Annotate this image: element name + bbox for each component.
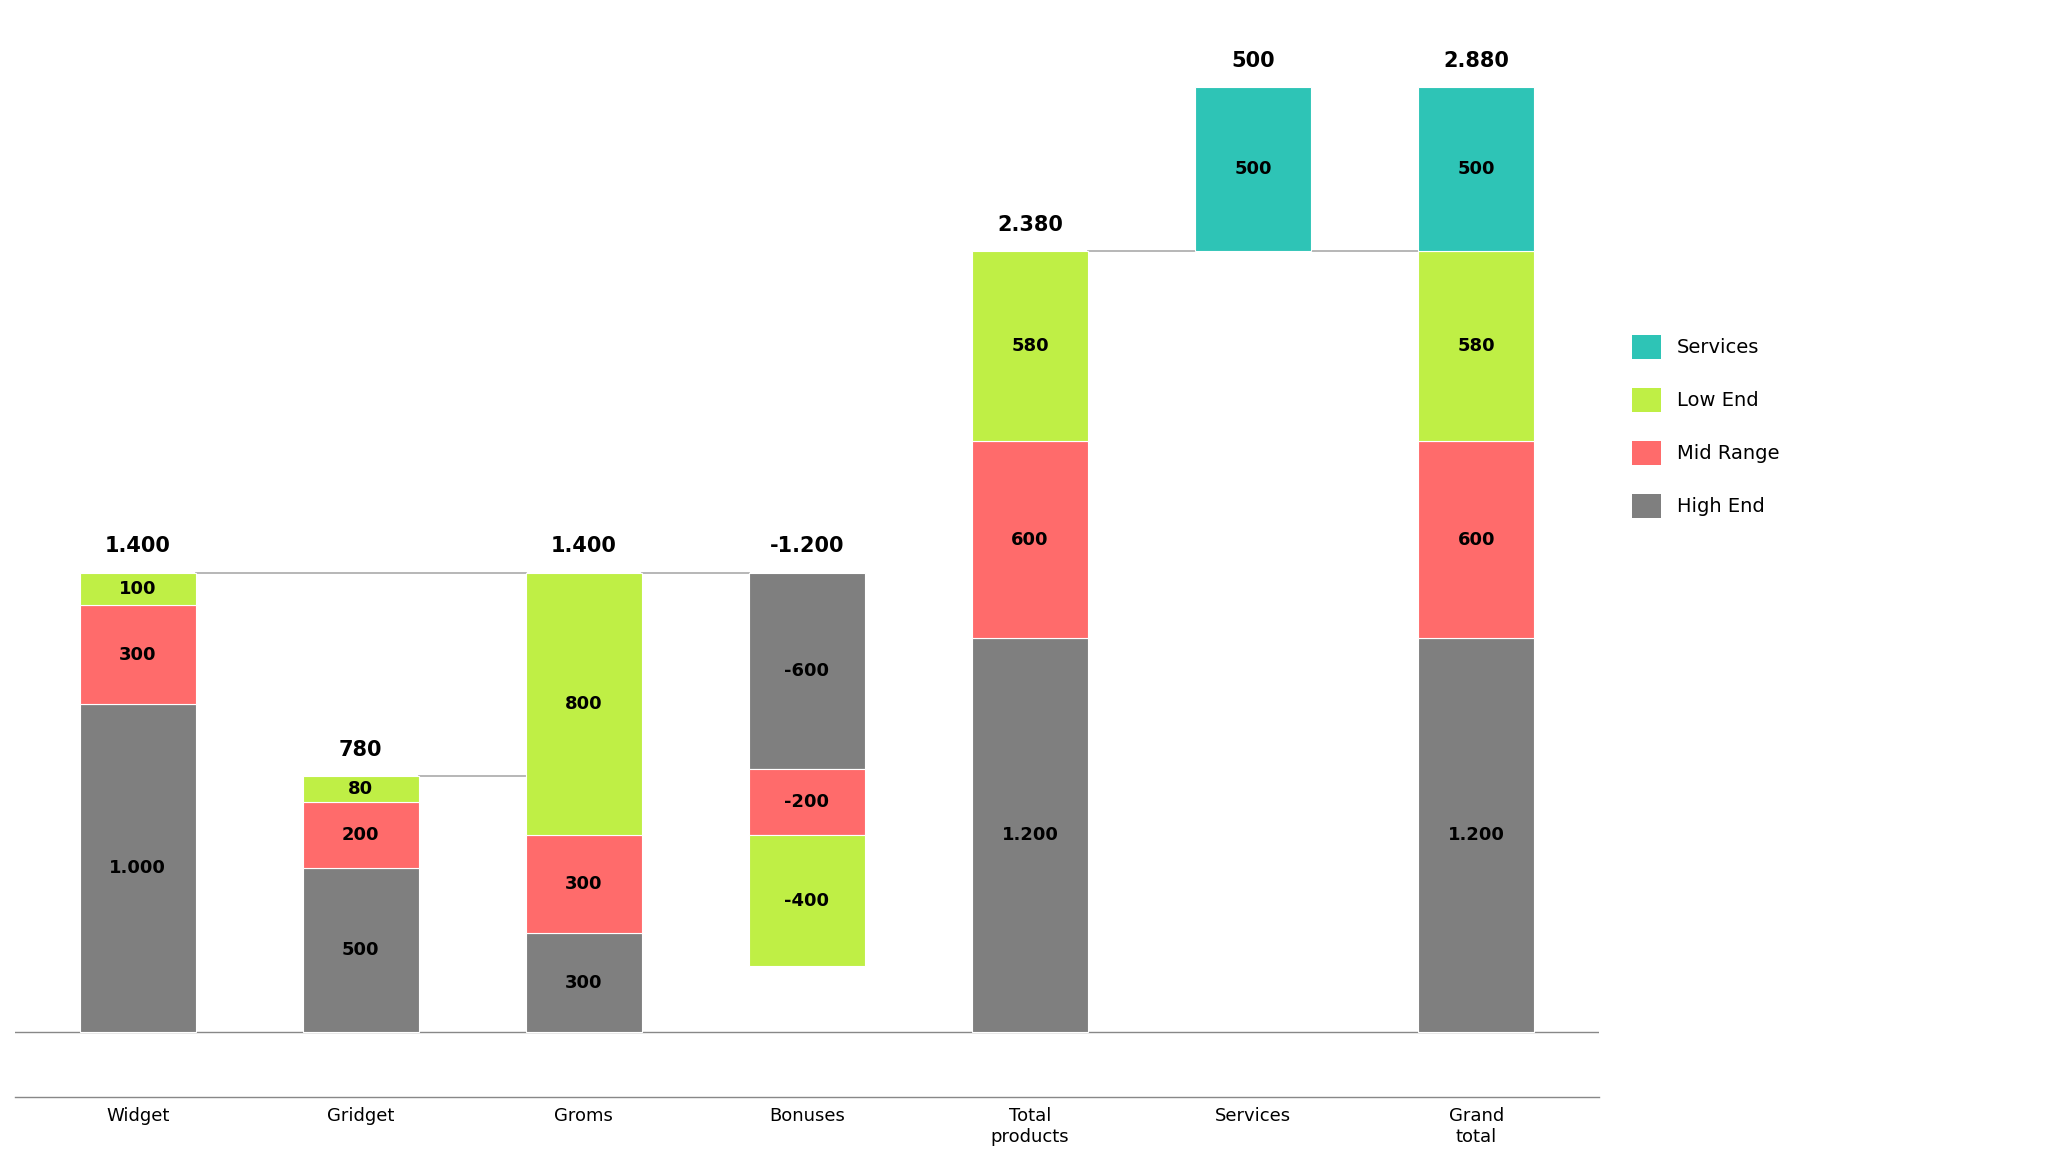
Bar — [1196, 87, 1311, 251]
Bar — [1417, 251, 1534, 441]
Text: 300: 300 — [119, 646, 156, 664]
Bar — [526, 572, 641, 835]
Text: -600: -600 — [784, 662, 829, 680]
Text: 100: 100 — [119, 580, 156, 598]
Text: 300: 300 — [565, 974, 602, 991]
Bar — [1417, 87, 1534, 251]
Text: 500: 500 — [1231, 51, 1276, 71]
Text: 600: 600 — [1458, 531, 1495, 549]
Legend: Services, Low End, Mid Range, High End: Services, Low End, Mid Range, High End — [1624, 327, 1788, 525]
Text: 500: 500 — [342, 940, 379, 959]
Bar — [973, 251, 1087, 441]
Bar — [80, 704, 197, 1032]
Text: 1.200: 1.200 — [1448, 827, 1505, 844]
Bar — [303, 868, 418, 1032]
Bar — [303, 776, 418, 802]
Bar — [750, 572, 864, 770]
Bar — [1417, 639, 1534, 1032]
Text: 2.380: 2.380 — [997, 215, 1063, 235]
Text: 1.400: 1.400 — [551, 536, 616, 556]
Text: 800: 800 — [565, 694, 602, 713]
Text: 500: 500 — [1235, 160, 1272, 178]
Bar — [750, 835, 864, 966]
Text: 780: 780 — [340, 740, 383, 759]
Bar — [303, 802, 418, 868]
Bar — [750, 770, 864, 835]
Text: 300: 300 — [565, 875, 602, 893]
Text: 1.400: 1.400 — [104, 536, 170, 556]
Text: 1.200: 1.200 — [1001, 827, 1059, 844]
Text: 1.000: 1.000 — [109, 859, 166, 877]
Text: 200: 200 — [342, 827, 379, 844]
Text: 580: 580 — [1458, 338, 1495, 355]
Text: 80: 80 — [348, 780, 373, 798]
Text: 600: 600 — [1012, 531, 1049, 549]
Text: 580: 580 — [1012, 338, 1049, 355]
Bar — [80, 605, 197, 704]
Text: 2.880: 2.880 — [1444, 51, 1509, 71]
Bar — [526, 933, 641, 1032]
Bar — [973, 441, 1087, 639]
Bar — [973, 639, 1087, 1032]
Bar — [526, 835, 641, 933]
Text: -200: -200 — [784, 793, 829, 812]
Bar — [1417, 441, 1534, 639]
Text: 500: 500 — [1458, 160, 1495, 178]
Bar — [80, 572, 197, 605]
Text: -1.200: -1.200 — [770, 536, 844, 556]
Text: -400: -400 — [784, 892, 829, 910]
